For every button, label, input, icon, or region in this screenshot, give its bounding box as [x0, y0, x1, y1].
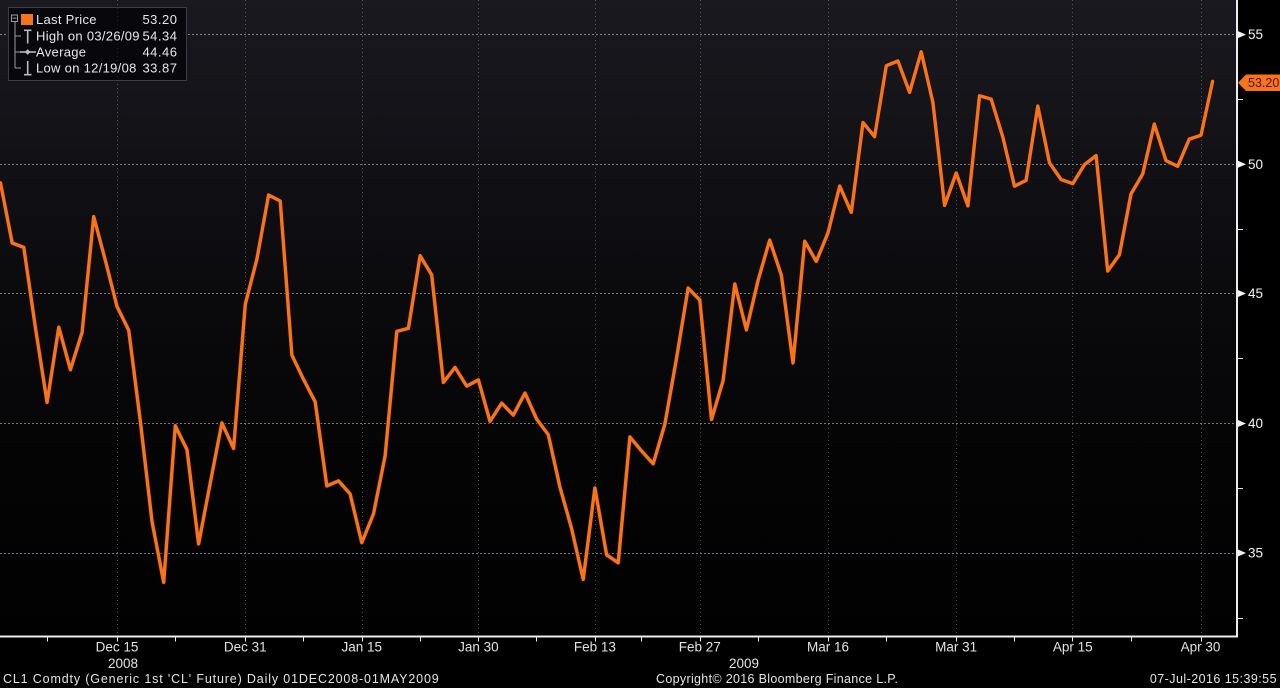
svg-text:53.20: 53.20	[142, 12, 177, 27]
svg-text:45: 45	[1248, 286, 1263, 301]
svg-text:Jan 30: Jan 30	[458, 640, 499, 655]
svg-text:54.34: 54.34	[142, 29, 177, 44]
svg-text:2008: 2008	[108, 656, 138, 671]
svg-text:53.20: 53.20	[1248, 76, 1279, 90]
svg-text:Feb 13: Feb 13	[574, 640, 616, 655]
svg-text:33.87: 33.87	[142, 61, 177, 76]
svg-text:35: 35	[1248, 546, 1263, 561]
svg-text:50: 50	[1248, 157, 1263, 172]
svg-text:07-Jul-2016 15:39:55: 07-Jul-2016 15:39:55	[1150, 672, 1277, 686]
svg-text:Feb 27: Feb 27	[679, 640, 721, 655]
svg-text:Copyright© 2016 Bloomberg Fina: Copyright© 2016 Bloomberg Finance L.P.	[656, 672, 898, 686]
svg-text:Average: Average	[36, 45, 86, 60]
svg-text:CL1 Comdty (Generic 1st 'CL' F: CL1 Comdty (Generic 1st 'CL' Future) Dai…	[3, 672, 440, 686]
svg-text:Low on 12/19/08: Low on 12/19/08	[36, 61, 137, 76]
svg-text:2009: 2009	[729, 656, 759, 671]
svg-text:Mar 16: Mar 16	[807, 640, 849, 655]
svg-text:Mar 31: Mar 31	[935, 640, 977, 655]
svg-text:Apr 15: Apr 15	[1053, 640, 1093, 655]
svg-text:Dec 15: Dec 15	[96, 640, 139, 655]
svg-text:Last Price: Last Price	[36, 12, 97, 27]
svg-text:40: 40	[1248, 416, 1263, 431]
svg-text:Jan 15: Jan 15	[342, 640, 383, 655]
svg-text:High on 03/26/09: High on 03/26/09	[36, 29, 140, 44]
svg-text:Apr 30: Apr 30	[1181, 640, 1221, 655]
svg-text:Dec 31: Dec 31	[224, 640, 267, 655]
svg-text:55: 55	[1248, 27, 1263, 42]
svg-text:44.46: 44.46	[142, 45, 177, 60]
